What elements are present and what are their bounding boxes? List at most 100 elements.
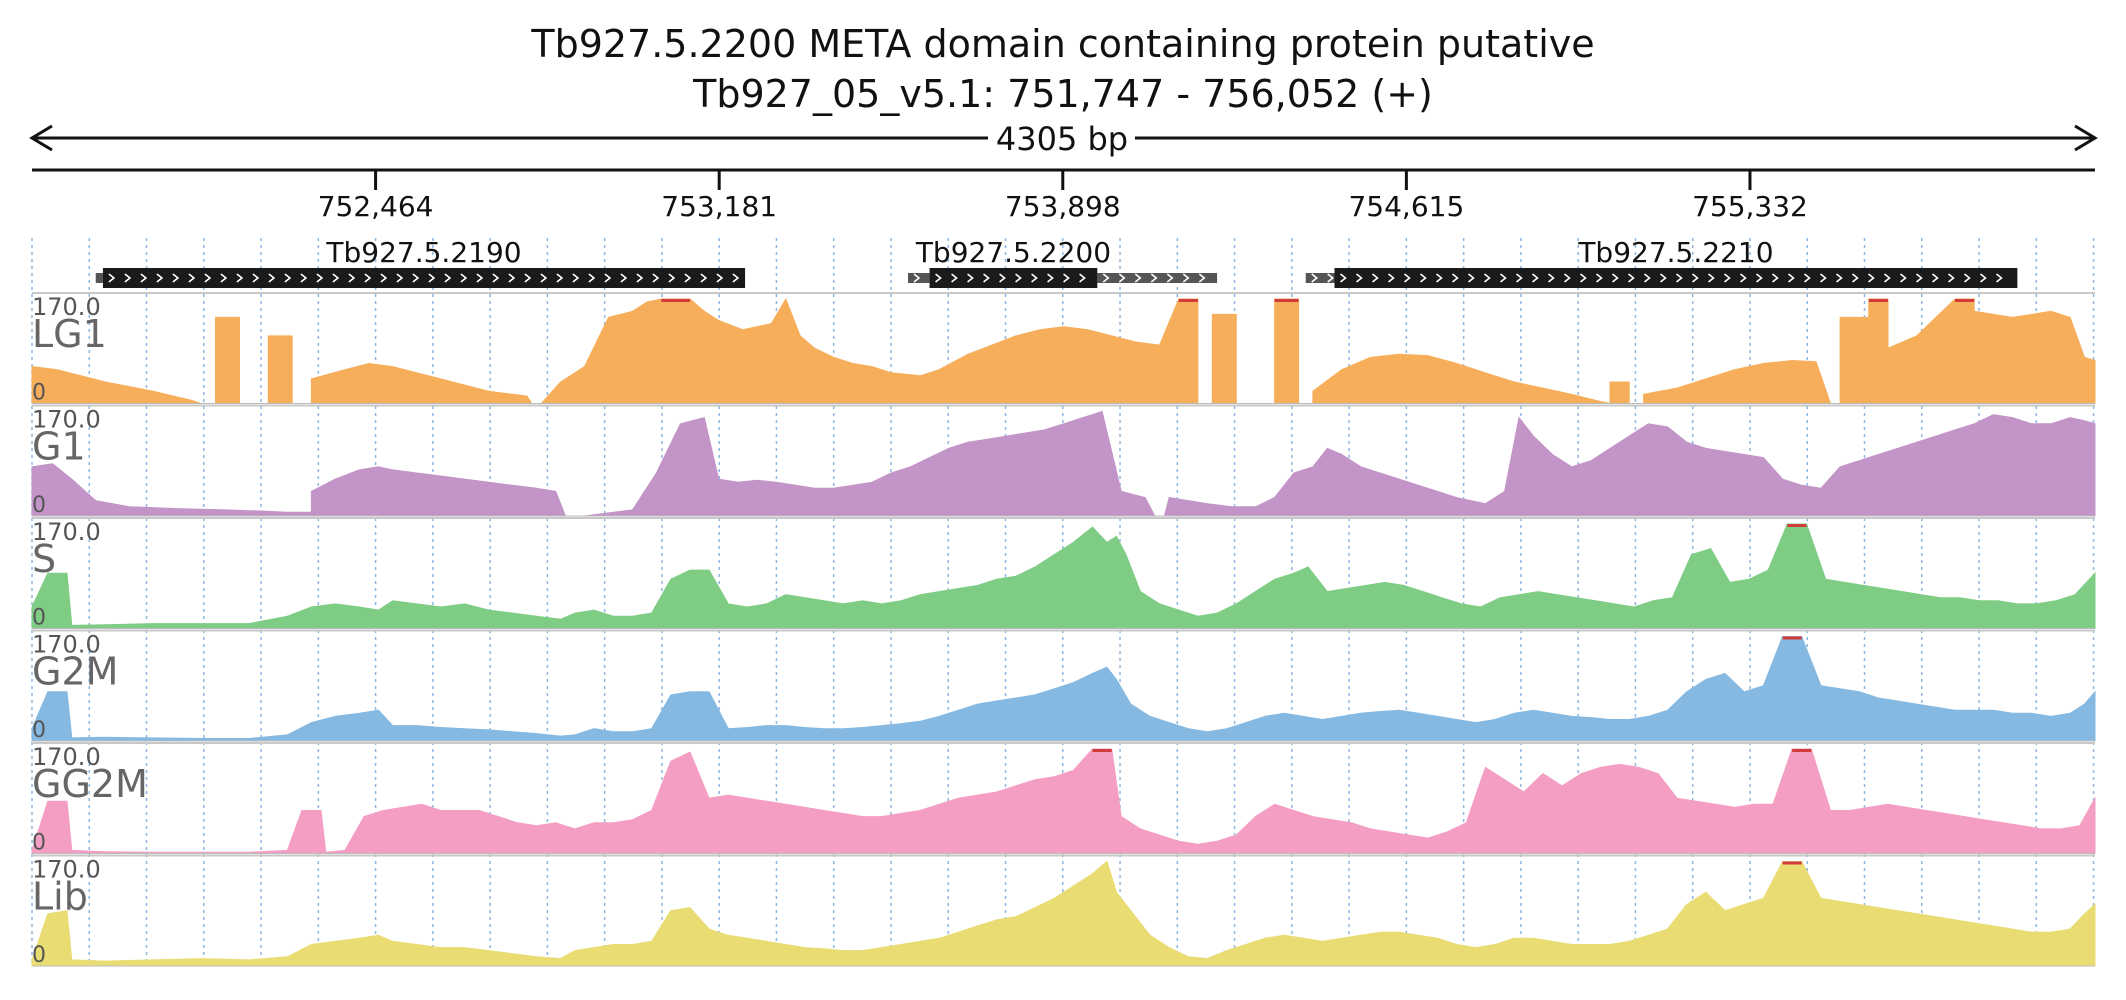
y-min-label: 0 [32,381,46,406]
strand-chevron [1851,273,1859,283]
strand-chevron [983,273,990,283]
strand-chevron [1531,273,1539,283]
track-name-label: LG1 [32,312,107,356]
clip-marker [675,299,690,302]
strand-chevron [380,273,388,283]
strand-chevron [1835,273,1843,283]
strand-chevron [1915,273,1923,283]
strand-chevron [1327,273,1335,283]
strand-chevron [967,273,974,283]
span-arrowhead-left [29,124,53,152]
strand-chevron [1483,273,1491,283]
strand-chevron [460,273,468,283]
strand-chevron [1787,273,1795,283]
strand-chevron [1659,273,1667,283]
strand-chevron [428,273,436,283]
track-lg1: 170.0 0 LG1 [31,292,2096,406]
y-max-label: 170.0 [32,631,101,659]
coverage-area [31,636,2096,742]
strand-chevron [913,273,921,283]
strand-chevron [1627,273,1635,283]
x-tick-label: 754,615 [1348,190,1464,223]
strand-chevron [300,273,308,283]
strand-chevron [1739,273,1747,283]
strand-chevron [1031,273,1038,283]
gene-label: Tb927.5.2210 [1577,236,1773,269]
gene-cds [1334,268,2018,288]
x-tick-label: 755,332 [1692,190,1808,223]
strand-chevron [1979,273,1987,283]
coverage-tracks: 170.00LG1170.00G1170.00S170.00G2M170.00G… [31,292,2096,968]
strand-chevron [732,273,740,283]
clip-marker [1092,749,1112,752]
strand-chevron [1166,273,1174,283]
strand-chevron [1499,273,1507,283]
y-max-label: 170.0 [32,293,101,321]
strand-chevron [1691,273,1699,283]
chart-title: Tb927.5.2200 META domain containing prot… [531,22,1595,66]
strand-chevron [364,273,372,283]
strand-chevron [1771,273,1779,283]
strand-chevron [1643,273,1651,283]
span-indicator: 4305 bp [29,120,2098,158]
clip-marker [1868,299,1888,302]
strand-chevron [1015,273,1022,283]
strand-chevron [1387,273,1395,283]
strand-chevron [684,273,692,283]
strand-chevron [540,273,548,283]
strand-chevron [1899,273,1907,283]
y-max-label: 170.0 [32,518,101,546]
strand-chevron [1118,273,1126,283]
y-max-label: 170.0 [32,743,101,771]
strand-chevron [951,273,958,283]
strand-chevron [652,273,660,283]
strand-chevron [999,273,1006,283]
track-name-label: G2M [32,650,118,694]
strand-chevron [1723,273,1731,283]
gene-model: Tb927.5.2200 [907,236,1218,288]
strand-chevron [1579,273,1587,283]
y-min-label: 0 [32,831,46,856]
strand-chevron [284,273,292,283]
strand-chevron [156,273,164,283]
strand-chevron [188,273,196,283]
track-g1: 170.0 0 G1 [31,404,2096,518]
strand-chevron [268,273,276,283]
strand-chevron [1611,273,1619,283]
y-min-label: 0 [32,606,46,631]
strand-chevron [1451,273,1459,283]
track-s: 170.0 0 S [31,517,2096,631]
x-tick-group: 752,464 753,181 753,898 754,615 755,332 [318,170,1808,223]
track-g2m: 170.0 0 G2M [31,629,2096,743]
strand-chevron [1063,273,1070,283]
strand-chevron [556,273,564,283]
x-tick-label: 753,898 [1005,190,1121,223]
strand-chevron [1867,273,1875,283]
strand-chevron [108,273,116,283]
track-lib: 170.0 0 Lib [31,854,2096,968]
strand-chevron [620,273,628,283]
y-max-label: 170.0 [32,406,101,434]
strand-chevron [396,273,404,283]
clip-marker [661,299,676,302]
track-name-label: GG2M [32,762,148,806]
strand-chevron [716,273,724,283]
x-tick-label: 753,181 [661,190,777,223]
strand-chevron [1963,273,1971,283]
y-min-label: 0 [32,943,46,968]
strand-chevron [1947,273,1955,283]
strand-chevron [1707,273,1715,283]
strand-chevron [935,273,942,283]
strand-chevron [348,273,356,283]
strand-chevron [588,273,596,283]
coverage-area [31,297,2096,405]
strand-chevron [1675,273,1683,283]
strand-chevron [572,273,580,283]
strand-chevron [1467,273,1475,283]
strand-chevron [1819,273,1827,283]
strand-chevron [1311,273,1319,283]
strand-chevron [124,273,132,283]
coverage-area [31,410,2096,517]
strand-chevron [604,273,612,283]
y-min-label: 0 [32,718,46,743]
